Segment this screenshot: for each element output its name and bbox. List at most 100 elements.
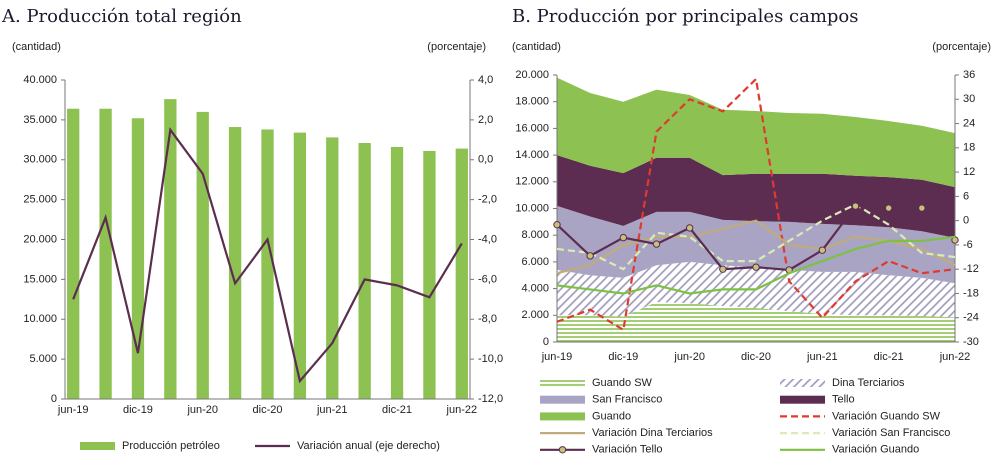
y-tick-label: 4.000 <box>521 283 549 295</box>
area <box>557 155 955 238</box>
marker <box>553 220 561 229</box>
bar <box>261 129 274 399</box>
x-tick-label: jun-21 <box>316 404 348 416</box>
y-tick-label: 35.000 <box>23 114 57 126</box>
x-tick-label: dic-19 <box>123 404 153 416</box>
x-tick-label: jun-22 <box>446 404 478 416</box>
x-tick-label: jun-19 <box>57 404 89 416</box>
legend-label: Producción petróleo <box>122 440 220 452</box>
marker <box>752 263 760 271</box>
bar <box>358 143 371 399</box>
x-tick-label: dic-20 <box>741 351 771 363</box>
marker <box>818 246 827 254</box>
y2-tick-label: -6,0 <box>478 273 497 285</box>
x-tick-label: jun-22 <box>939 351 971 363</box>
y2-tick-label: -2,0 <box>478 194 497 206</box>
x-tick-label: dic-21 <box>874 351 904 363</box>
y-tick-label: 0 <box>51 393 57 405</box>
legend-label: Guando SW <box>592 377 653 389</box>
bar <box>326 137 339 400</box>
bar <box>423 150 436 399</box>
y2-axis-label: (porcentaje) <box>932 41 991 53</box>
y-tick-label: 30.000 <box>23 154 57 166</box>
y2-tick-label: 4,0 <box>478 74 493 86</box>
legend-label: Variación Tello <box>592 444 663 456</box>
legend-label: Tello <box>832 394 855 406</box>
legend-swatch <box>80 442 115 450</box>
y2-tick-label: -24 <box>963 312 979 324</box>
area <box>557 301 955 342</box>
y-tick-label: 18.000 <box>515 96 549 108</box>
marker <box>619 233 628 242</box>
chart-title: B. Producción por principales campos <box>512 6 859 27</box>
legend-label: Variación San Francisco <box>832 427 950 439</box>
y-tick-label: 20.000 <box>23 233 57 245</box>
marker <box>851 202 860 210</box>
y-tick-label: 6.000 <box>521 256 549 268</box>
legend-swatch <box>780 395 825 404</box>
y-tick-label: 20.000 <box>515 69 549 81</box>
x-tick-label: dic-21 <box>382 404 412 416</box>
bar <box>455 148 468 399</box>
legend-label: Variación Dina Terciarios <box>592 427 713 439</box>
y-tick-label: 16.000 <box>515 122 549 134</box>
area <box>557 77 955 188</box>
y2-tick-label: 0,0 <box>478 154 493 166</box>
line <box>556 235 956 295</box>
y-tick-label: 10.000 <box>23 313 57 325</box>
legend-label: Guando <box>592 410 631 422</box>
legend-label: Variación anual (eje derecho) <box>297 440 440 452</box>
y2-tick-label: -6 <box>963 239 973 251</box>
y-tick-label: 40.000 <box>23 74 57 86</box>
chart-title: A. Producción total región <box>1 6 242 27</box>
y-tick-label: 10.000 <box>515 202 549 214</box>
y2-tick-label: -10,0 <box>478 353 503 365</box>
marker <box>884 204 893 212</box>
bar <box>228 127 242 400</box>
y2-tick-label: -8,0 <box>478 313 497 325</box>
y-tick-label: 15.000 <box>23 273 57 285</box>
y2-tick-label: 0 <box>963 215 969 227</box>
legend-label: San Francisco <box>592 394 662 406</box>
y-tick-label: 12.000 <box>515 176 549 188</box>
bar <box>390 146 404 399</box>
y2-axis-label: (porcentaje) <box>427 41 486 53</box>
legend-swatch <box>540 412 585 421</box>
marker <box>652 240 661 248</box>
bar <box>164 99 177 399</box>
marker <box>586 252 594 260</box>
y2-tick-label: -30 <box>963 336 979 348</box>
x-tick-label: jun-20 <box>186 404 218 416</box>
y-axis-label: (cantidad) <box>512 41 561 53</box>
y2-tick-label: -18 <box>963 287 979 299</box>
legend-swatch <box>540 379 585 387</box>
y-tick-label: 25.000 <box>23 194 57 206</box>
y2-tick-label: -12 <box>963 263 979 275</box>
legend-marker <box>558 446 567 454</box>
y2-tick-label: 2,0 <box>478 114 493 126</box>
y2-tick-label: -12,0 <box>478 393 503 405</box>
bar <box>99 108 112 400</box>
legend-label: Variación Guando SW <box>832 410 941 422</box>
y-tick-label: 14.000 <box>515 149 549 161</box>
y-axis-label: (cantidad) <box>12 41 61 53</box>
line <box>556 203 956 271</box>
marker <box>685 224 694 232</box>
y-tick-label: 2.000 <box>521 309 549 321</box>
y2-tick-label: 36 <box>963 69 975 81</box>
line <box>72 127 463 384</box>
bar <box>67 108 80 400</box>
y-tick-label: 0 <box>543 336 549 348</box>
y2-tick-label: 30 <box>963 93 975 105</box>
y2-tick-label: 12 <box>963 166 975 178</box>
legend-label: Variación Guando <box>832 444 919 456</box>
bar <box>196 111 209 400</box>
y2-tick-label: -4,0 <box>478 233 497 245</box>
y2-tick-label: 24 <box>963 117 975 129</box>
bar <box>131 118 145 399</box>
x-tick-label: dic-19 <box>608 351 638 363</box>
x-tick-label: jun-19 <box>541 351 573 363</box>
y-tick-label: 5.000 <box>29 353 57 365</box>
